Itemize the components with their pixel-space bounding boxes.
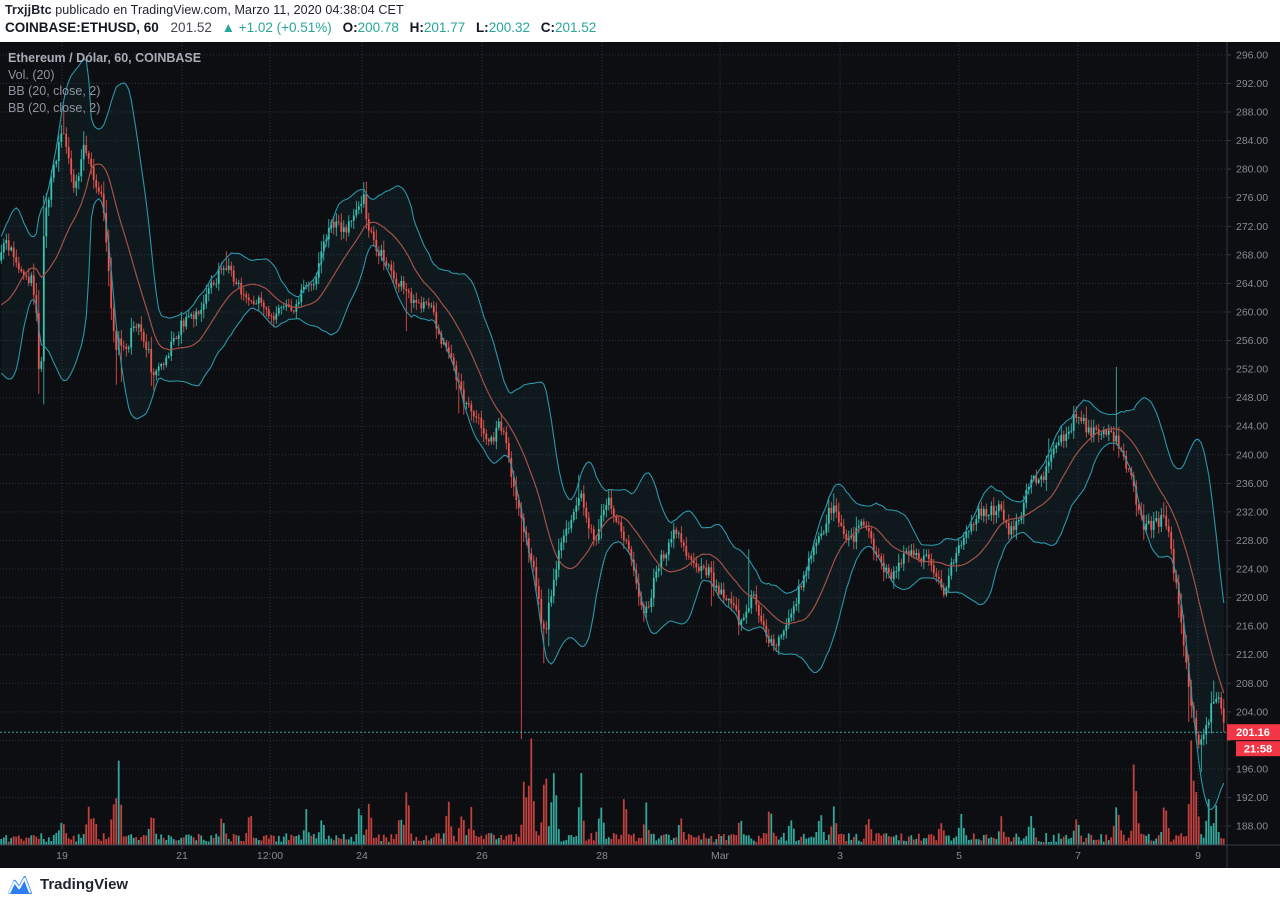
open-value: 200.78: [357, 20, 399, 35]
tradingview-logo-icon[interactable]: [7, 875, 33, 895]
current-price-badge: 201.16: [1227, 724, 1280, 741]
attribution-text: publicado en TradingView.com, Marzo 11, …: [51, 3, 404, 17]
low-value: 200.32: [488, 20, 530, 35]
volume-bars: [0, 738, 1225, 845]
svg-text:296.00: 296.00: [1236, 49, 1268, 61]
svg-text:252.00: 252.00: [1236, 364, 1268, 376]
svg-text:280.00: 280.00: [1236, 164, 1268, 176]
chart-legend: Ethereum / Dólar, 60, COINBASE Vol. (20)…: [8, 50, 201, 116]
svg-text:276.00: 276.00: [1236, 192, 1268, 204]
high-value: 201.77: [423, 20, 466, 35]
svg-text:284.00: 284.00: [1236, 135, 1268, 147]
svg-text:7: 7: [1075, 850, 1081, 862]
svg-text:204.00: 204.00: [1236, 706, 1268, 718]
svg-text:220.00: 220.00: [1236, 592, 1268, 604]
svg-text:12:00: 12:00: [257, 850, 283, 862]
legend-bb-indicator-2[interactable]: BB (20, close, 2): [8, 100, 101, 115]
svg-text:224.00: 224.00: [1236, 564, 1268, 576]
svg-text:192.00: 192.00: [1236, 792, 1268, 804]
bb-band-fill: [1, 58, 1224, 810]
svg-text:19: 19: [56, 850, 68, 862]
price-chart-canvas[interactable]: 188.00 192.00 196.00 204.00 208.00 212.00 216.…: [0, 42, 1280, 868]
author-name: TrxjjBtc: [5, 3, 52, 17]
footer-bar: TradingView: [0, 868, 1280, 901]
svg-text:216.00: 216.00: [1236, 621, 1268, 633]
svg-text:28: 28: [596, 850, 608, 862]
svg-text:201.16: 201.16: [1236, 727, 1270, 739]
legend-bb-indicator-1[interactable]: BB (20, close, 2): [8, 84, 101, 98]
last-price: 201.52: [170, 20, 212, 35]
open-label: O:: [342, 20, 358, 35]
attribution-line: TrxjjBtc publicado en TradingView.com, M…: [5, 3, 404, 17]
svg-text:228.00: 228.00: [1236, 535, 1268, 547]
svg-text:21: 21: [176, 850, 188, 862]
low-label: L:: [475, 20, 489, 35]
bb-lower-band: [0, 198, 1225, 811]
svg-text:292.00: 292.00: [1236, 78, 1268, 90]
svg-text:272.00: 272.00: [1236, 221, 1268, 233]
svg-text:244.00: 244.00: [1236, 421, 1268, 433]
svg-text:212.00: 212.00: [1236, 649, 1268, 661]
high-label: H:: [409, 20, 424, 35]
symbol-info-line: COINBASE:ETHUSD, 60 201.52 ▲ +1.02 (+0.5…: [5, 20, 596, 35]
svg-text:21:58: 21:58: [1244, 744, 1272, 756]
svg-text:240.00: 240.00: [1236, 449, 1268, 461]
svg-text:268.00: 268.00: [1236, 249, 1268, 261]
svg-text:248.00: 248.00: [1236, 392, 1268, 404]
symbol-interval: COINBASE:ETHUSD, 60: [5, 20, 159, 35]
chart-area: 188.00 192.00 196.00 204.00 208.00 212.00 216.…: [0, 42, 1280, 868]
price-change: ▲ +1.02 (+0.51%): [221, 20, 332, 35]
bar-countdown-badge: 21:58: [1236, 741, 1280, 757]
svg-text:264.00: 264.00: [1236, 278, 1268, 290]
price-axis[interactable]: 188.00 192.00 196.00 204.00 208.00 212.00 216.…: [1227, 49, 1268, 833]
svg-text:256.00: 256.00: [1236, 335, 1268, 347]
svg-text:236.00: 236.00: [1236, 478, 1268, 490]
svg-text:3: 3: [837, 850, 843, 862]
svg-text:24: 24: [356, 850, 368, 862]
svg-text:232.00: 232.00: [1236, 506, 1268, 518]
svg-text:196.00: 196.00: [1236, 764, 1268, 776]
legend-symbol-title[interactable]: Ethereum / Dólar, 60, COINBASE: [8, 51, 202, 65]
close-value: 201.52: [555, 20, 597, 35]
svg-text:Mar: Mar: [711, 850, 730, 862]
svg-text:26: 26: [476, 850, 488, 862]
svg-text:208.00: 208.00: [1236, 678, 1268, 690]
svg-text:188.00: 188.00: [1236, 821, 1268, 833]
svg-text:260.00: 260.00: [1236, 307, 1268, 319]
close-label: C:: [540, 20, 555, 35]
svg-text:9: 9: [1195, 850, 1201, 862]
brand-name[interactable]: TradingView: [40, 876, 129, 893]
svg-text:5: 5: [956, 850, 962, 862]
bb-basis-line: [0, 163, 1225, 694]
time-axis[interactable]: 19 21 12:00 24 26 28 Mar 3 5 7 9: [56, 845, 1201, 862]
header-bar: TrxjjBtc publicado en TradingView.com, M…: [0, 0, 1280, 42]
bb-upper-band: [0, 57, 1225, 604]
legend-volume-indicator[interactable]: Vol. (20): [8, 67, 55, 82]
svg-text:288.00: 288.00: [1236, 107, 1268, 119]
